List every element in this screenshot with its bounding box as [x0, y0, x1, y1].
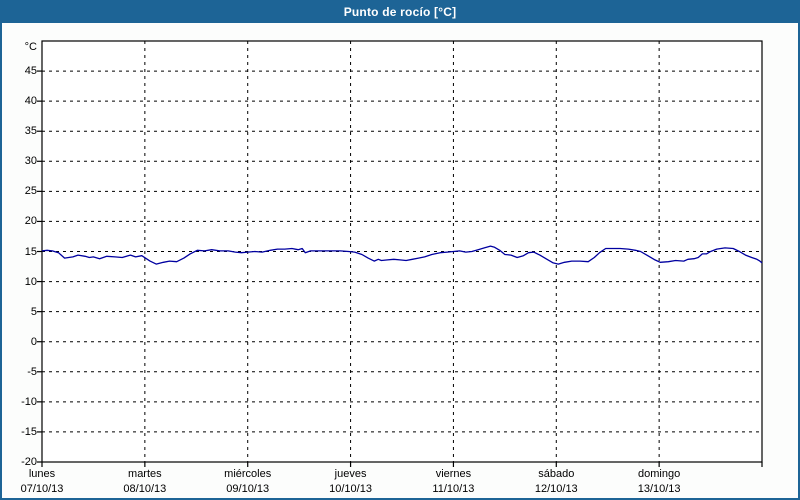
y-tick-label: 20: [24, 215, 37, 228]
y-tick-label: 45: [24, 65, 37, 78]
x-day-label: lunes 07/10/13: [0, 467, 94, 497]
y-tick-label: 35: [24, 125, 37, 138]
day-name-label: martes: [128, 468, 162, 480]
title-bar: Punto de rocío [°C]: [0, 0, 800, 23]
day-name-label: viernes: [435, 468, 472, 480]
day-date-label: 09/10/13: [226, 483, 270, 495]
day-date-label: 07/10/13: [20, 483, 64, 495]
y-tick-label: 25: [24, 185, 37, 198]
chart-title: Punto de rocío [°C]: [343, 4, 457, 19]
y-tick-label: 15: [24, 245, 37, 258]
y-tick-label: 0: [30, 335, 37, 348]
y-tick-label: -20: [21, 456, 37, 468]
y-tick-label: 40: [24, 95, 37, 108]
day-name-label: lunes: [28, 468, 56, 480]
y-axis-unit-label: °C: [24, 41, 37, 53]
y-tick-label: 5: [30, 305, 37, 318]
y-tick-label: -5: [27, 365, 37, 378]
day-date-label: 12/10/13: [534, 483, 578, 495]
y-tick-label: 30: [24, 155, 37, 168]
x-day-label: domingo 13/10/13: [607, 467, 711, 497]
day-name-label: domingo: [638, 468, 681, 480]
x-day-label: miércoles 09/10/13: [196, 467, 300, 497]
day-date-label: 13/10/13: [637, 483, 681, 495]
dewpoint-series-line: [41, 245, 763, 265]
day-name-label: jueves: [334, 468, 367, 480]
day-name-label: sábado: [538, 468, 575, 480]
x-day-label: jueves 10/10/13: [299, 467, 403, 497]
day-date-label: 11/10/13: [432, 483, 475, 495]
x-day-label: martes 08/10/13: [93, 467, 197, 497]
y-tick-label: -10: [21, 395, 37, 408]
day-name-label: miércoles: [224, 468, 272, 480]
y-tick-label: 10: [24, 275, 37, 288]
day-date-label: 10/10/13: [329, 483, 372, 495]
x-day-label: viernes 11/10/13: [401, 467, 505, 497]
day-date-label: 08/10/13: [123, 483, 167, 495]
y-tick-label: -15: [21, 425, 37, 438]
x-day-label: sábado 12/10/13: [504, 467, 608, 497]
